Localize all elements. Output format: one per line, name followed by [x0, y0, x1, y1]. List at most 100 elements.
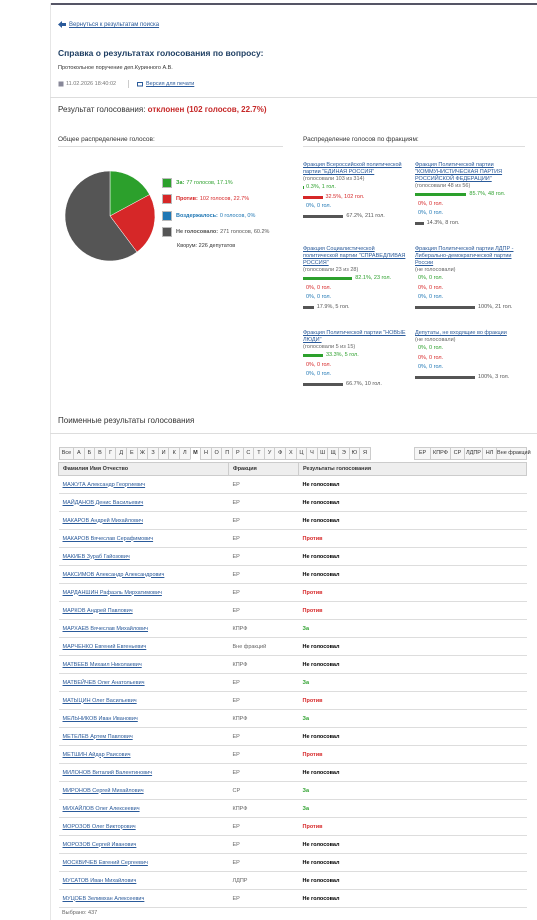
deputy-name[interactable]: МАРКОВ Андрей Павлович	[58, 601, 229, 620]
deputy-faction: ЕР	[228, 853, 299, 872]
column-header[interactable]: Фамилия Имя Отчество	[58, 462, 229, 476]
faction-bar-row: 0%, 0 гол.	[415, 209, 523, 219]
table-row: МАРХАЕВ Вячеслав Михайлович КПРФ За	[58, 619, 527, 638]
faction-bar-label: 0%, 0 гол.	[306, 203, 332, 210]
faction-bar-row: 0%, 0 гол.	[303, 361, 411, 371]
faction-tab[interactable]: СР	[450, 447, 465, 460]
deputy-name[interactable]: МЕТЕЛЕВ Артем Павлович	[58, 727, 229, 746]
back-link[interactable]: Вернуться к результатам поиска	[69, 22, 160, 28]
faction-note: (голосовали 23 из 28)	[303, 267, 359, 273]
faction-bar-row: 0%, 0 гол.	[415, 363, 523, 373]
deputy-name[interactable]: МАКСИМОВ Александр Александрович	[58, 565, 229, 584]
faction-bar	[303, 305, 314, 309]
deputy-name[interactable]: МИХАЙЛОВ Олег Алексеевич	[58, 799, 229, 818]
vote-result: Не голосовал	[298, 637, 527, 656]
deputy-name[interactable]: МОРОЗОВ Олег Викторович	[58, 817, 229, 836]
faction-name[interactable]: Фракция Социалистической политической па…	[303, 246, 406, 266]
faction-bar-label: 0%, 0 гол.	[418, 284, 444, 291]
faction-bar-row: 0%, 0 гол.	[303, 370, 411, 380]
deputy-name[interactable]: МАКАРОВ Андрей Михайлович	[58, 511, 229, 530]
vote-result: Не голосовал	[298, 871, 527, 890]
print-link[interactable]: Версия для печати	[146, 81, 195, 87]
overall-title: Общее распределение голосов:	[58, 136, 155, 143]
faction-tab[interactable]: КПРФ	[430, 447, 451, 460]
deputy-name[interactable]: МОСКВИЧЕВ Евгений Сергеевич	[58, 853, 229, 872]
divider	[58, 146, 283, 147]
faction-bar-label: 0%, 0 гол.	[418, 364, 444, 371]
deputy-faction: КПРФ	[228, 655, 299, 674]
faction-bar	[303, 354, 323, 358]
deputy-name[interactable]: МАЖУГА Александр Георгиевич	[58, 475, 229, 494]
faction-bar-label: 67.2%, 211 гол.	[346, 212, 385, 219]
letter-tab[interactable]: Все	[59, 447, 74, 460]
deputy-name[interactable]: МАРЧЕНКО Евгений Евгеньевич	[58, 637, 229, 656]
column-header[interactable]: Результаты голосования	[298, 462, 527, 476]
faction-bar-label: 32.5%, 102 гол.	[325, 193, 365, 200]
deputy-name[interactable]: МЕТШИН Айдар Раисович	[58, 745, 229, 764]
deputy-name[interactable]: МАРХАЕВ Вячеслав Михайлович	[58, 619, 229, 638]
faction-bar-row: 33.3%, 5 гол.	[303, 351, 411, 361]
deputy-name[interactable]: МИЛОНОВ Виталий Валентинович	[58, 763, 229, 782]
deputy-name[interactable]: МОРОЗОВ Сергей Иванович	[58, 835, 229, 854]
vote-result: Не голосовал	[298, 889, 527, 908]
table-row: МЕТЕЛЕВ Артем Павлович ЕР Не голосовал	[58, 727, 527, 746]
deputy-name[interactable]: МЕЛЬНИКОВ Иван Иванович	[58, 709, 229, 728]
faction-name[interactable]: Фракция Всероссийской политической парти…	[303, 162, 402, 175]
letter-tab[interactable]: Я	[359, 447, 371, 460]
faction-bar-row: 0%, 0 гол.	[303, 202, 411, 212]
deputy-faction: КПРФ	[228, 709, 299, 728]
table-row: МУСАТОВ Иван Михайлович ЛДПР Не голосовал	[58, 871, 527, 890]
deputy-name[interactable]: МАЙДАНОВ Денис Васильевич	[58, 493, 229, 512]
column-header[interactable]: Фракция	[228, 462, 299, 476]
result-label: Результат голосования:	[58, 105, 146, 114]
deputy-name[interactable]: МАТЫЦИН Олег Васильевич	[58, 691, 229, 710]
faction-name[interactable]: Фракция Политической партии "КОММУНИСТИЧ…	[415, 162, 503, 182]
faction-name[interactable]: Фракция Политической партии "НОВЫЕ ЛЮДИ"	[303, 330, 406, 343]
vote-result: За	[298, 673, 527, 692]
legend-label: 77 голосов, 17.1%	[186, 180, 233, 186]
faction-tab[interactable]: НЛ	[482, 447, 497, 460]
faction-bar-label: 17.9%, 5 гол.	[316, 303, 350, 310]
deputy-faction: ЕР	[228, 691, 299, 710]
deputy-name[interactable]: МУЦОЕВ Зелимхан Алексеевич	[58, 889, 229, 908]
deputy-name[interactable]: МАКИЕВ Зураб Гайозович	[58, 547, 229, 566]
faction-tab[interactable]: ЛДПР	[464, 447, 483, 460]
deputy-name[interactable]: МАТВЕЙЧЕВ Олег Анатольевич	[58, 673, 229, 692]
deputy-faction: Вне фракций	[228, 637, 299, 656]
deputy-faction: ЕР	[228, 529, 299, 548]
table-row: МАКСИМОВ Александр Александрович ЕР Не гол…	[58, 565, 527, 584]
deputy-faction: ЕР	[228, 493, 299, 512]
vote-result: Против	[298, 745, 527, 764]
deputy-name[interactable]: МУСАТОВ Иван Михайлович	[58, 871, 229, 890]
vote-result: Не голосовал	[298, 763, 527, 782]
vote-result: Не голосовал	[298, 853, 527, 872]
faction-bar-row: 85.7%, 48 гол.	[415, 190, 523, 200]
deputy-name[interactable]: МИРОНОВ Сергей Михайлович	[58, 781, 229, 800]
deputy-name[interactable]: МАТВЕЕВ Михаил Николаевич	[58, 655, 229, 674]
faction-tab[interactable]: Вне фракций	[496, 447, 531, 460]
faction-bar	[303, 277, 353, 281]
deputy-faction: ЕР	[228, 565, 299, 584]
vote-result: Не голосовал	[298, 835, 527, 854]
legend-item: Не голосовало: 271 голосов, 60.2%	[162, 226, 269, 237]
deputy-faction: КПРФ	[228, 799, 299, 818]
faction-tab[interactable]: ЕР	[414, 447, 431, 460]
faction-note: (голосовали 5 из 15)	[303, 344, 356, 350]
deputy-faction: ЕР	[228, 511, 299, 530]
faction-bar-row: 0%, 0 гол.	[415, 293, 523, 303]
faction-name[interactable]: Депутаты, не входящие во фракции	[415, 330, 507, 336]
vote-result: Не голосовал	[298, 547, 527, 566]
table-row: МАРКОВ Андрей Павлович ЕР Против	[58, 601, 527, 620]
faction-name[interactable]: Фракция Политической партии ЛДПР - Либер…	[415, 246, 514, 266]
faction-bar-row: 0%, 0 гол.	[303, 284, 411, 294]
faction-group: Фракция Всероссийской политической парти…	[303, 162, 411, 221]
deputy-faction: ЕР	[228, 817, 299, 836]
vote-result: За	[298, 781, 527, 800]
deputy-name[interactable]: МАКАРОВ Вячеслав Серафимович	[58, 529, 229, 548]
faction-bar-label: 0.3%, 1 гол.	[306, 184, 336, 191]
result-value: отклонен (102 голосов, 22.7%)	[147, 105, 267, 114]
legend-label: 102 голосов, 22.7%	[199, 196, 250, 203]
faction-bar	[415, 375, 475, 379]
header-row: Фамилия Имя Отчество Фракция Результаты го…	[58, 462, 527, 476]
deputy-name[interactable]: МАРДАНШИН Рафаэль Мирхатимович	[58, 583, 229, 602]
